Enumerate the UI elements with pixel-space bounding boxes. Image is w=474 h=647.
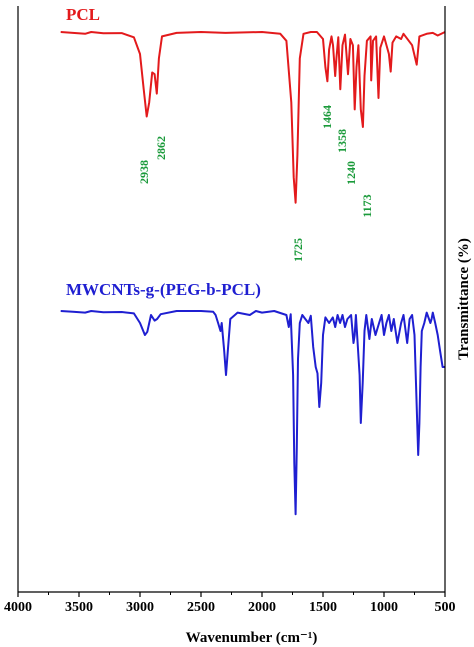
series-group: PCL MWCNTs-g-(PEG-b-PCL) [60,5,446,516]
x-tick-label: 1500 [309,600,337,615]
series-line-pcl [60,31,446,204]
series-label-pcl: PCL [66,5,100,24]
peak-label: 1173 [360,194,374,217]
x-tick-label: 3000 [126,600,154,615]
x-tick-label: 2000 [248,600,276,615]
x-tick-label: 500 [435,600,456,615]
x-tick-label: 2500 [187,600,215,615]
series-label-mwcnts: MWCNTs-g-(PEG-b-PCL) [66,280,261,299]
x-axis-title: Wavenumber (cm⁻¹) [186,630,318,646]
peak-label: 1358 [335,129,349,153]
peak-label: 2938 [137,160,151,184]
y-axis-title: Transmittance (%) [456,238,472,360]
x-tick-label: 4000 [4,600,32,615]
series-line-mwcnts [60,310,445,516]
x-tick-label: 3500 [65,600,93,615]
peak-label: 1240 [344,161,358,185]
peak-label: 1725 [291,238,305,262]
peak-label: 1464 [320,105,334,129]
x-tick-label: 1000 [370,600,398,615]
axes: 4000 3500 3000 2500 2000 1500 1000 500 Wavenumbe… [4,6,472,646]
peak-label: 2862 [154,136,168,160]
